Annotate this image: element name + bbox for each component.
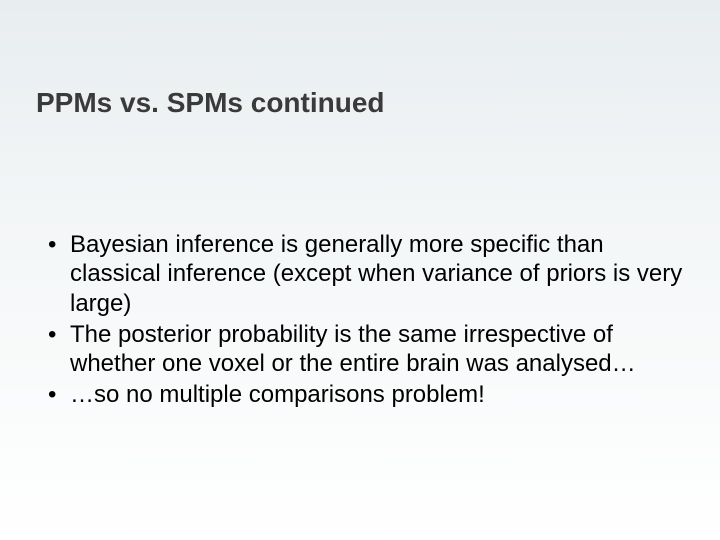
bullet-item: …so no multiple comparisons problem! bbox=[44, 380, 684, 409]
bullet-list: Bayesian inference is generally more spe… bbox=[44, 230, 684, 410]
bullet-item: Bayesian inference is generally more spe… bbox=[44, 230, 684, 318]
slide: PPMs vs. SPMs continued Bayesian inferen… bbox=[0, 0, 720, 540]
bullet-item: The posterior probability is the same ir… bbox=[44, 320, 684, 379]
slide-title: PPMs vs. SPMs continued bbox=[36, 86, 385, 120]
slide-body: Bayesian inference is generally more spe… bbox=[44, 230, 684, 412]
